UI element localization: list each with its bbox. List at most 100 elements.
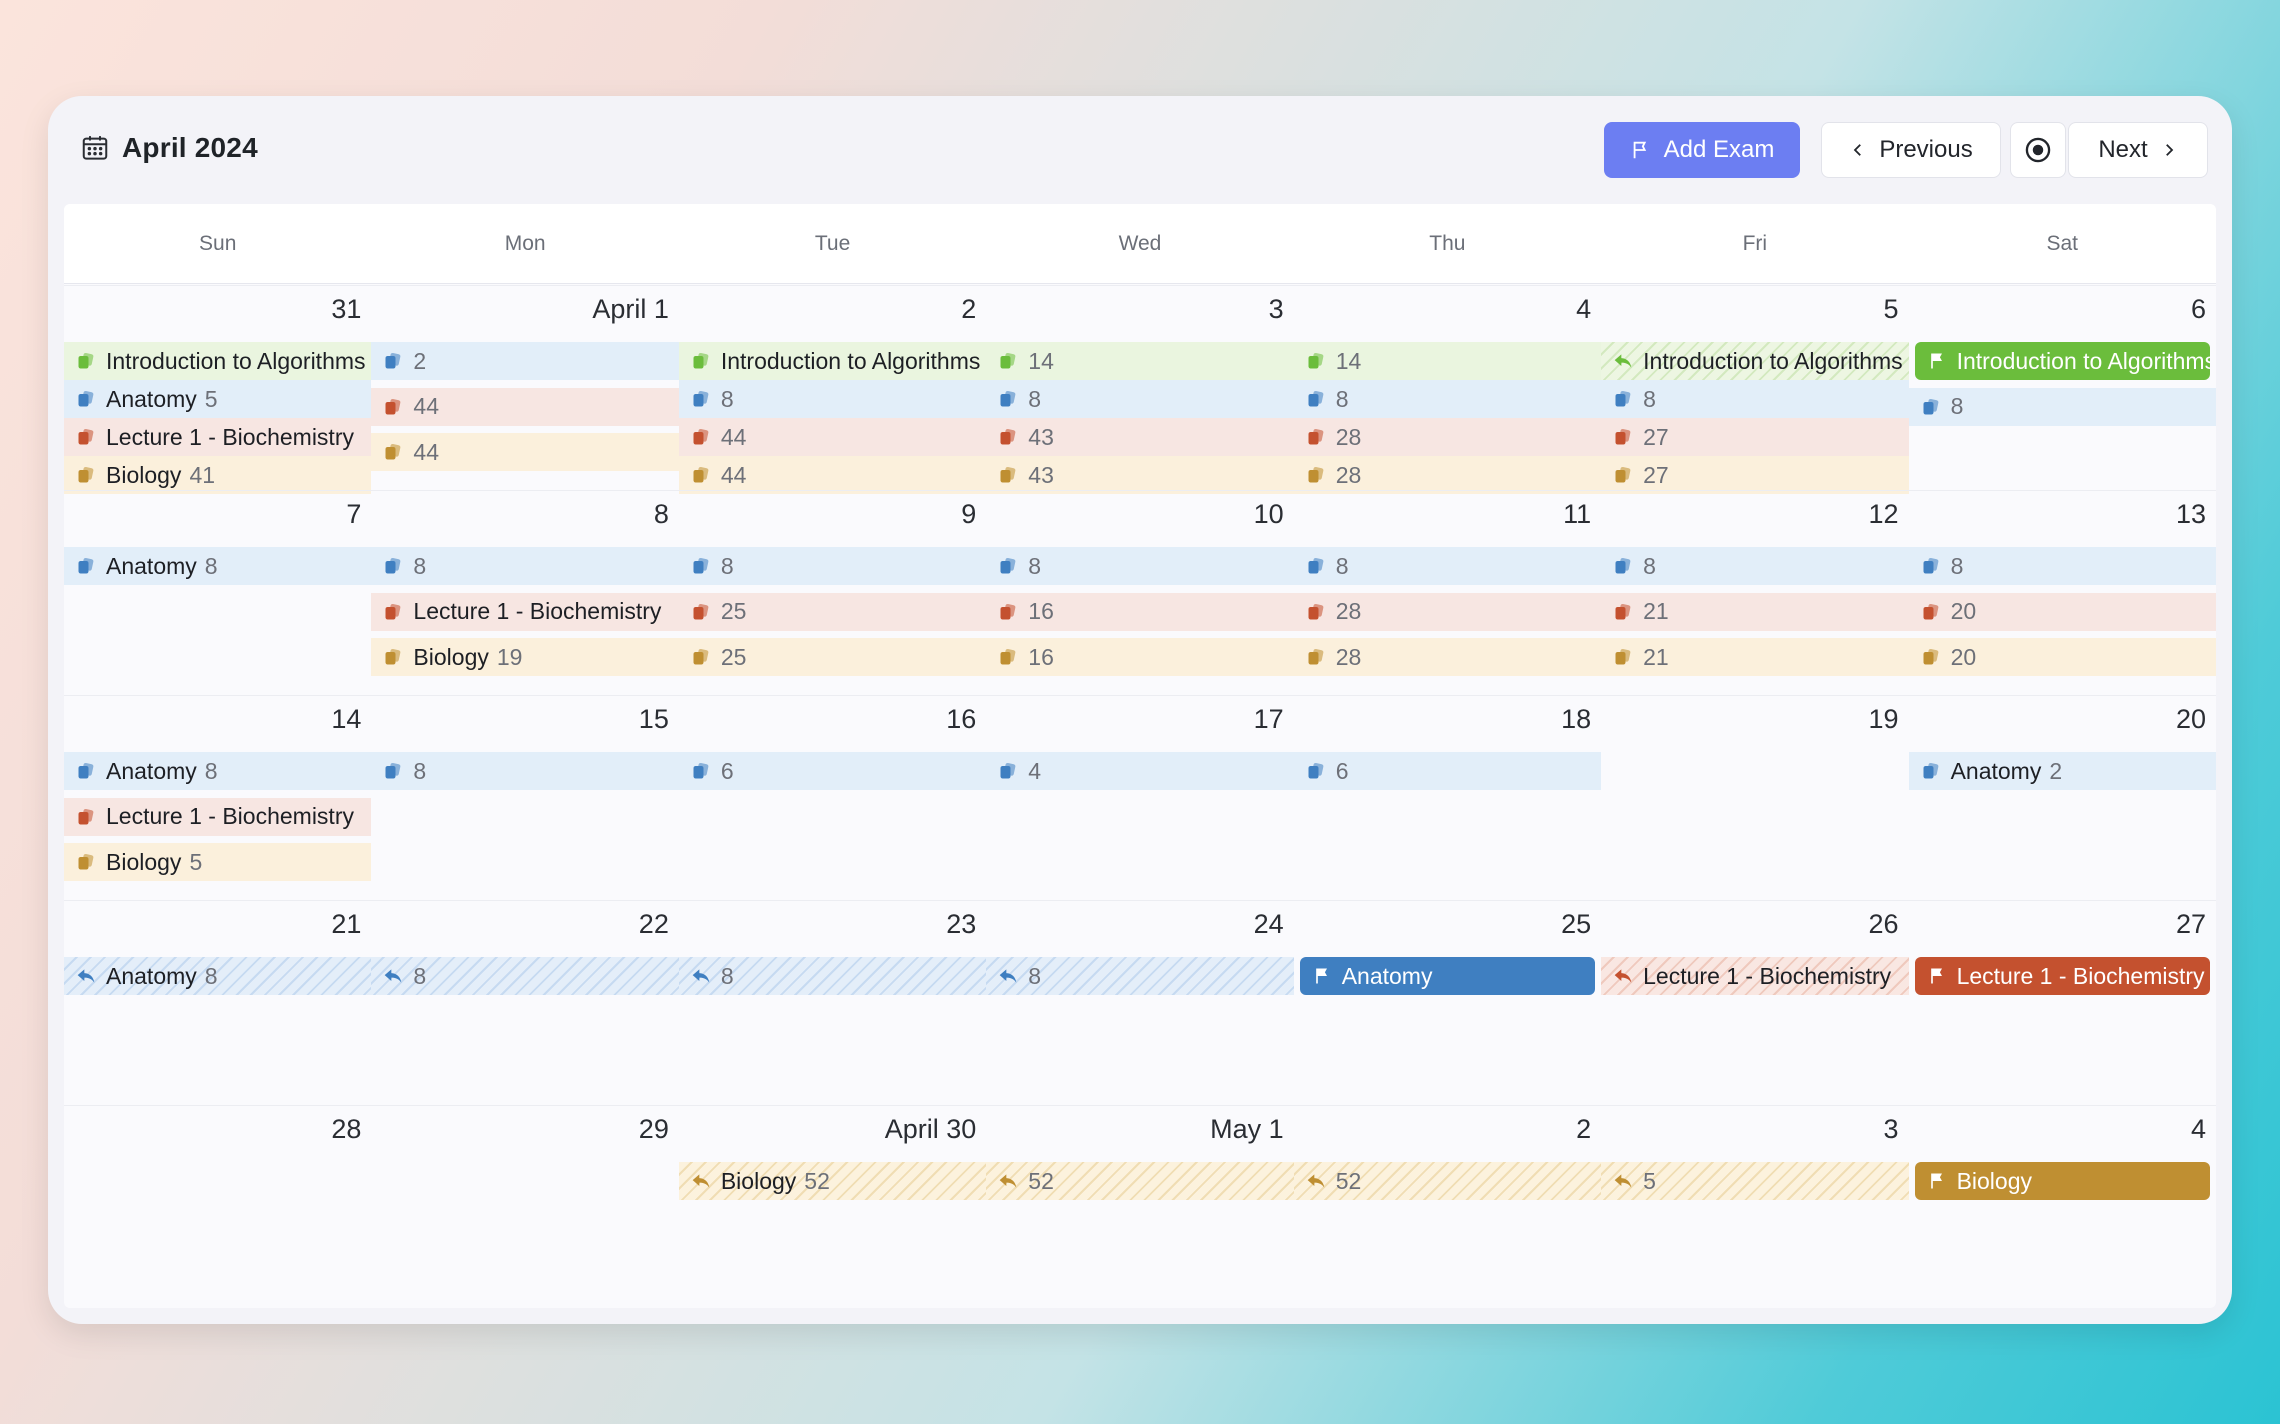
day-number[interactable]: April 1 bbox=[592, 294, 669, 324]
day-number[interactable]: 28 bbox=[331, 1114, 362, 1144]
calendar-event[interactable]: Introduction to Algorithms bbox=[1914, 342, 2210, 380]
day-number[interactable]: May 1 bbox=[1210, 1114, 1284, 1144]
calendar-event[interactable]: 14 bbox=[1293, 342, 1602, 380]
calendar-event[interactable]: 44 bbox=[678, 418, 987, 456]
calendar-event[interactable]: 6 bbox=[678, 752, 987, 790]
calendar-event[interactable]: Biology bbox=[1914, 1162, 2210, 1200]
calendar-event[interactable]: Introduction to Algorithms bbox=[64, 342, 372, 380]
day-number[interactable]: 9 bbox=[961, 499, 977, 529]
calendar-event[interactable]: 20 bbox=[1908, 638, 2216, 677]
calendar-event[interactable]: 8 bbox=[986, 957, 1294, 995]
calendar-event[interactable]: 21 bbox=[1601, 592, 1909, 631]
day-number[interactable]: 3 bbox=[1268, 294, 1284, 324]
calendar-event[interactable]: 6 bbox=[1293, 752, 1602, 790]
calendar-event[interactable]: 8 bbox=[986, 547, 1294, 585]
calendar-event[interactable]: 8 bbox=[678, 957, 987, 995]
calendar-event[interactable]: 5 bbox=[1601, 1162, 1909, 1200]
day-number[interactable]: 4 bbox=[2190, 1114, 2206, 1144]
day-number[interactable]: 2 bbox=[961, 294, 977, 324]
today-button[interactable] bbox=[2010, 122, 2066, 178]
calendar-event[interactable]: Lecture 1 - Biochemistry bbox=[1601, 957, 1909, 995]
day-number[interactable]: 20 bbox=[2175, 704, 2206, 734]
day-number[interactable]: 16 bbox=[946, 704, 977, 734]
day-number[interactable]: 8 bbox=[653, 499, 669, 529]
calendar-event[interactable]: 52 bbox=[1293, 1162, 1602, 1200]
calendar-event[interactable]: Anatomy 8 bbox=[64, 957, 372, 995]
calendar-event[interactable]: 28 bbox=[1293, 456, 1602, 494]
add-exam-button[interactable]: Add Exam bbox=[1604, 122, 1800, 178]
calendar-event[interactable]: 25 bbox=[678, 592, 987, 631]
calendar-event[interactable]: Biology 5 bbox=[64, 843, 372, 882]
day-number[interactable]: 12 bbox=[1868, 499, 1899, 529]
day-number[interactable]: 19 bbox=[1868, 704, 1899, 734]
calendar-event[interactable]: 16 bbox=[986, 638, 1294, 677]
calendar-event[interactable]: Introduction to Algorithms bbox=[1601, 342, 1909, 380]
calendar-event[interactable]: 44 bbox=[371, 433, 679, 472]
calendar-event[interactable]: 25 bbox=[678, 638, 987, 677]
day-number[interactable]: 7 bbox=[346, 499, 362, 529]
calendar-event[interactable]: 8 bbox=[371, 752, 679, 790]
day-number[interactable]: 14 bbox=[331, 704, 362, 734]
day-number[interactable]: 13 bbox=[2175, 499, 2206, 529]
calendar-event[interactable]: Biology 19 bbox=[371, 638, 679, 677]
day-number[interactable]: 5 bbox=[1883, 294, 1899, 324]
day-number[interactable]: 31 bbox=[331, 294, 362, 324]
calendar-event[interactable]: 20 bbox=[1908, 592, 2216, 631]
calendar-event[interactable]: Lecture 1 - Biochemistry bbox=[64, 797, 372, 836]
calendar-event[interactable]: 8 bbox=[371, 547, 679, 585]
day-number[interactable]: 29 bbox=[638, 1114, 669, 1144]
day-number[interactable]: 23 bbox=[946, 909, 977, 939]
calendar-event[interactable]: 16 bbox=[986, 592, 1294, 631]
day-number[interactable]: April 30 bbox=[884, 1114, 977, 1144]
calendar-event[interactable]: 44 bbox=[371, 387, 679, 426]
calendar-event[interactable]: 8 bbox=[1293, 380, 1602, 418]
day-number[interactable]: 22 bbox=[638, 909, 669, 939]
calendar-event[interactable]: 8 bbox=[1293, 547, 1602, 585]
day-number[interactable]: 11 bbox=[1563, 499, 1592, 529]
calendar-event[interactable]: 21 bbox=[1601, 638, 1909, 677]
calendar-event[interactable]: 43 bbox=[986, 456, 1294, 494]
previous-button[interactable]: Previous bbox=[1821, 122, 2001, 178]
calendar-event[interactable]: 27 bbox=[1601, 456, 1909, 494]
calendar-event[interactable]: 8 bbox=[1908, 547, 2216, 585]
calendar-event[interactable]: Anatomy 2 bbox=[1908, 752, 2216, 790]
day-number[interactable]: 2 bbox=[1576, 1114, 1592, 1144]
day-number[interactable]: 21 bbox=[331, 909, 362, 939]
calendar-event[interactable]: 14 bbox=[986, 342, 1294, 380]
calendar-event[interactable]: Anatomy 5 bbox=[64, 380, 372, 418]
day-number[interactable]: 27 bbox=[2175, 909, 2206, 939]
day-number[interactable]: 4 bbox=[1576, 294, 1592, 324]
day-number[interactable]: 26 bbox=[1868, 909, 1899, 939]
day-number[interactable]: 15 bbox=[638, 704, 669, 734]
calendar-event[interactable]: 28 bbox=[1293, 418, 1602, 456]
calendar-event[interactable]: 2 bbox=[371, 342, 679, 380]
day-number[interactable]: 25 bbox=[1561, 909, 1592, 939]
calendar-event[interactable]: Biology 52 bbox=[678, 1162, 987, 1200]
calendar-event[interactable]: 8 bbox=[678, 547, 987, 585]
day-number[interactable]: 18 bbox=[1561, 704, 1592, 734]
calendar-event[interactable]: Biology 41 bbox=[64, 456, 372, 494]
calendar-event[interactable]: Anatomy bbox=[1299, 957, 1596, 995]
calendar-event[interactable]: Introduction to Algorithms bbox=[678, 342, 987, 380]
calendar-event[interactable]: 27 bbox=[1601, 418, 1909, 456]
calendar-event[interactable]: 43 bbox=[986, 418, 1294, 456]
calendar-event[interactable]: 44 bbox=[678, 456, 987, 494]
calendar-event[interactable]: 52 bbox=[986, 1162, 1294, 1200]
calendar-event[interactable]: 4 bbox=[986, 752, 1294, 790]
day-number[interactable]: 10 bbox=[1253, 499, 1284, 529]
calendar-event[interactable]: Anatomy 8 bbox=[64, 547, 372, 585]
calendar-event[interactable]: 8 bbox=[371, 957, 679, 995]
calendar-event[interactable]: 8 bbox=[678, 380, 987, 418]
calendar-event[interactable]: 8 bbox=[1601, 547, 1909, 585]
calendar-event[interactable]: Lecture 1 - Biochemistry bbox=[371, 592, 679, 631]
calendar-event[interactable]: 28 bbox=[1293, 638, 1602, 677]
calendar-event[interactable]: 8 bbox=[1908, 387, 2216, 426]
day-number[interactable]: 3 bbox=[1883, 1114, 1899, 1144]
calendar-event[interactable]: 8 bbox=[1601, 380, 1909, 418]
next-button[interactable]: Next bbox=[2068, 122, 2208, 178]
calendar-event[interactable]: Lecture 1 - Biochemistry bbox=[64, 418, 372, 456]
day-number[interactable]: 24 bbox=[1253, 909, 1284, 939]
calendar-event[interactable]: Lecture 1 - Biochemistry bbox=[1914, 957, 2210, 995]
calendar-event[interactable]: 8 bbox=[986, 380, 1294, 418]
day-number[interactable]: 17 bbox=[1253, 704, 1284, 734]
